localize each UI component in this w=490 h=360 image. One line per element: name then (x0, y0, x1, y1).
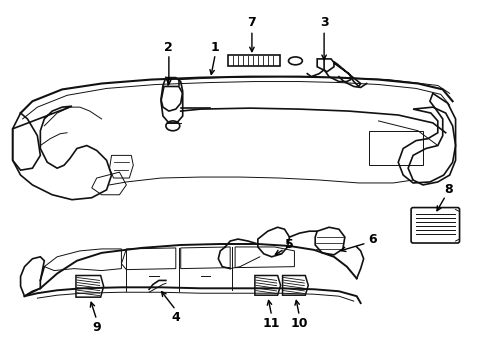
Text: 11: 11 (263, 317, 280, 330)
Text: 8: 8 (444, 183, 453, 196)
Text: 7: 7 (247, 16, 256, 29)
Text: 3: 3 (320, 16, 328, 29)
Text: 1: 1 (211, 41, 220, 54)
Text: 9: 9 (93, 321, 101, 334)
Text: 4: 4 (172, 311, 180, 324)
Text: 2: 2 (165, 41, 173, 54)
Text: 10: 10 (291, 317, 308, 330)
Text: 5: 5 (285, 238, 294, 252)
Text: 6: 6 (368, 233, 377, 246)
